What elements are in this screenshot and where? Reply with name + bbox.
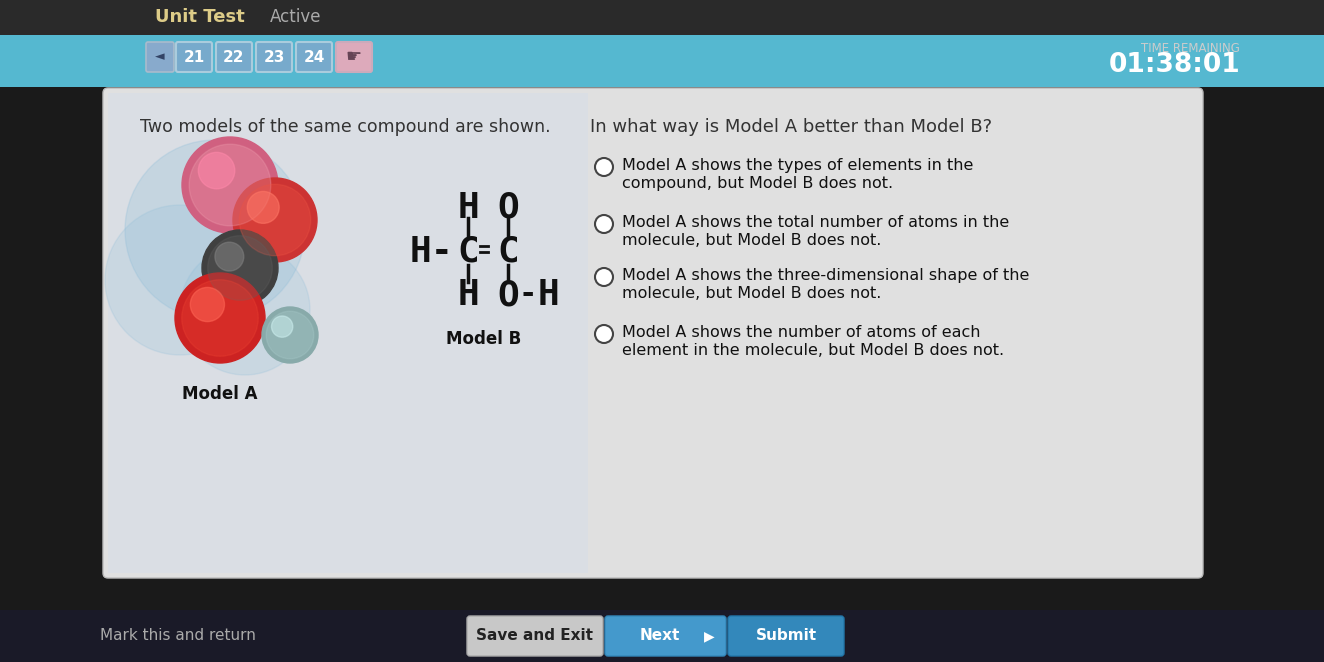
FancyBboxPatch shape xyxy=(0,610,1324,662)
Text: H: H xyxy=(457,278,479,312)
Text: compound, but Model B does not.: compound, but Model B does not. xyxy=(622,176,894,191)
Text: molecule, but Model B does not.: molecule, but Model B does not. xyxy=(622,233,882,248)
FancyBboxPatch shape xyxy=(216,42,252,72)
Text: element in the molecule, but Model B does not.: element in the molecule, but Model B doe… xyxy=(622,343,1004,358)
Circle shape xyxy=(271,316,293,337)
Text: Save and Exit: Save and Exit xyxy=(477,628,593,643)
Text: ▶: ▶ xyxy=(703,629,715,643)
Text: 24: 24 xyxy=(303,50,324,64)
Text: -: - xyxy=(432,235,453,269)
Circle shape xyxy=(203,230,278,306)
Circle shape xyxy=(175,273,265,363)
Circle shape xyxy=(180,245,310,375)
Circle shape xyxy=(105,205,256,355)
Circle shape xyxy=(594,325,613,343)
Text: ◄: ◄ xyxy=(155,50,164,64)
Circle shape xyxy=(191,287,225,322)
Text: Mark this and return: Mark this and return xyxy=(101,628,256,643)
Text: Model A shows the total number of atoms in the: Model A shows the total number of atoms … xyxy=(622,215,1009,230)
Text: Unit Test: Unit Test xyxy=(155,8,245,26)
Text: TIME REMAINING: TIME REMAINING xyxy=(1141,42,1241,54)
FancyBboxPatch shape xyxy=(103,88,1204,578)
FancyBboxPatch shape xyxy=(109,93,588,573)
Text: H: H xyxy=(538,278,559,312)
FancyBboxPatch shape xyxy=(256,42,293,72)
Text: C: C xyxy=(457,235,479,269)
FancyBboxPatch shape xyxy=(336,42,372,72)
Circle shape xyxy=(594,158,613,176)
FancyBboxPatch shape xyxy=(467,616,602,656)
Text: Active: Active xyxy=(270,8,322,26)
Text: H: H xyxy=(457,191,479,225)
Circle shape xyxy=(266,311,314,359)
Text: Model A shows the three-dimensional shape of the: Model A shows the three-dimensional shap… xyxy=(622,268,1029,283)
Text: Next: Next xyxy=(639,628,681,643)
Circle shape xyxy=(199,152,234,189)
FancyBboxPatch shape xyxy=(297,42,332,72)
FancyBboxPatch shape xyxy=(728,616,843,656)
Circle shape xyxy=(248,191,279,223)
Text: Two models of the same compound are shown.: Two models of the same compound are show… xyxy=(140,118,551,136)
Text: O: O xyxy=(496,191,519,225)
FancyBboxPatch shape xyxy=(176,42,212,72)
Circle shape xyxy=(181,280,258,356)
Circle shape xyxy=(208,236,273,301)
Circle shape xyxy=(181,137,278,233)
Text: 22: 22 xyxy=(224,50,245,64)
Text: O: O xyxy=(496,278,519,312)
Circle shape xyxy=(189,144,271,226)
Circle shape xyxy=(262,307,318,363)
Text: Model A shows the number of atoms of each: Model A shows the number of atoms of eac… xyxy=(622,325,981,340)
Text: 21: 21 xyxy=(184,50,205,64)
Circle shape xyxy=(214,242,244,271)
Text: 23: 23 xyxy=(263,50,285,64)
Text: H: H xyxy=(409,235,430,269)
Text: ☛: ☛ xyxy=(346,48,361,66)
Circle shape xyxy=(240,184,311,256)
FancyBboxPatch shape xyxy=(605,616,726,656)
FancyBboxPatch shape xyxy=(0,35,1324,87)
Text: Model A: Model A xyxy=(183,385,258,403)
Text: Model B: Model B xyxy=(446,330,522,348)
Text: Model A shows the types of elements in the: Model A shows the types of elements in t… xyxy=(622,158,973,173)
Circle shape xyxy=(594,268,613,286)
Text: 01:38:01: 01:38:01 xyxy=(1108,52,1241,78)
Circle shape xyxy=(233,178,316,262)
Text: In what way is Model A better than Model B?: In what way is Model A better than Model… xyxy=(591,118,992,136)
FancyBboxPatch shape xyxy=(146,42,173,72)
Text: C: C xyxy=(496,235,519,269)
Text: -: - xyxy=(519,281,538,310)
FancyBboxPatch shape xyxy=(0,0,1324,35)
Circle shape xyxy=(124,140,305,320)
Circle shape xyxy=(594,215,613,233)
Text: molecule, but Model B does not.: molecule, but Model B does not. xyxy=(622,286,882,301)
Text: Submit: Submit xyxy=(756,628,817,643)
